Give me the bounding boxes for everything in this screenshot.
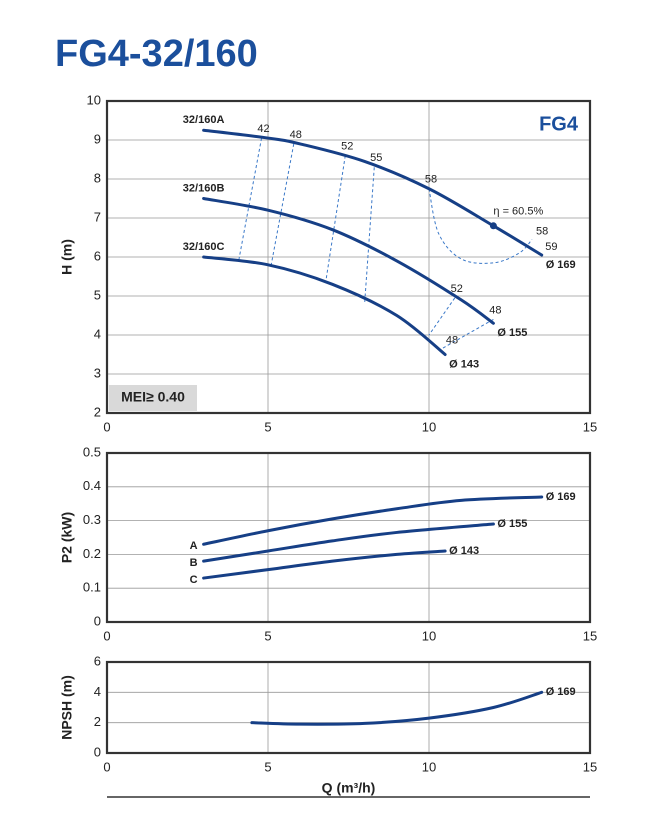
end-label: Ø 155 [497, 518, 527, 530]
y-axis-label: NPSH (m) [59, 675, 75, 740]
efficiency-label: 42 [257, 123, 269, 135]
efficiency-line [441, 318, 494, 350]
efficiency-line [270, 143, 295, 265]
x-tick-label: 0 [103, 419, 110, 434]
y-axis-label: P2 (kW) [59, 512, 75, 563]
efficiency-line [238, 137, 263, 260]
x-tick-label: 10 [422, 628, 436, 643]
curve [202, 197, 495, 325]
y-tick-label: 0 [94, 613, 101, 628]
efficiency-line [428, 297, 456, 336]
y-tick-label: 0.2 [83, 546, 101, 561]
x-tick-label: 10 [422, 419, 436, 434]
y-tick-label: 5 [94, 287, 101, 302]
note: MEI≥ 0.40 [121, 389, 185, 405]
efficiency-label: 52 [451, 283, 463, 295]
efficiency-line [428, 188, 533, 264]
x-tick-label: 5 [264, 419, 271, 434]
x-tick-label: 5 [264, 628, 271, 643]
efficiency-label: 55 [370, 152, 382, 164]
x-tick-label: 0 [103, 628, 110, 643]
curve [250, 690, 544, 726]
curve [202, 549, 447, 580]
annotation: 59 [545, 241, 557, 253]
x-tick-label: 15 [583, 628, 597, 643]
y-tick-label: 0.3 [83, 512, 101, 527]
efficiency-label: 48 [290, 129, 302, 141]
y-tick-label: 10 [87, 92, 101, 107]
plot-frame [105, 660, 592, 755]
best-point [489, 222, 497, 230]
series-name: C [190, 574, 198, 586]
x-tick-label: 15 [583, 419, 597, 434]
y-tick-label: 9 [94, 131, 101, 146]
end-label: Ø 169 [546, 686, 576, 698]
plot-frame [105, 451, 592, 624]
end-label: Ø 169 [546, 491, 576, 503]
note-box [109, 385, 197, 411]
page-title: FG4-32/160 [55, 33, 258, 75]
plot-frame [105, 99, 592, 415]
curve [202, 255, 447, 356]
y-tick-label: 8 [94, 170, 101, 185]
curve [202, 495, 544, 546]
y-tick-label: 3 [94, 365, 101, 380]
y-tick-label: 6 [94, 248, 101, 263]
end-label: Ø 169 [546, 259, 576, 271]
efficiency-label: 52 [341, 141, 353, 153]
y-tick-label: 7 [94, 209, 101, 224]
series-name: 32/160B [183, 182, 225, 194]
y-tick-label: 4 [94, 326, 101, 341]
efficiency-label: 48 [446, 335, 458, 347]
efficiency-label: 58 [425, 174, 437, 186]
end-label: Ø 155 [497, 327, 527, 339]
y-tick-label: 2 [94, 714, 101, 729]
x-tick-label: 0 [103, 759, 110, 774]
series-name: 32/160C [183, 241, 225, 253]
series-name: B [190, 557, 198, 569]
x-axis-label: Q (m³/h) [322, 780, 376, 796]
efficiency-line [364, 167, 375, 304]
efficiency-label: 58 [536, 225, 548, 237]
efficiency-line [325, 155, 346, 281]
y-tick-label: 0.1 [83, 580, 101, 595]
y-tick-label: 4 [94, 684, 101, 699]
curve [202, 522, 495, 563]
end-label: Ø 143 [449, 545, 479, 557]
series-name: 32/160A [183, 114, 225, 126]
efficiency-label: 48 [489, 304, 501, 316]
x-tick-label: 15 [583, 759, 597, 774]
y-tick-label: 0.5 [83, 444, 101, 459]
x-tick-label: 5 [264, 759, 271, 774]
y-tick-label: 6 [94, 653, 101, 668]
curve [202, 128, 544, 257]
best-point-label: η = 60.5% [493, 206, 543, 218]
series-name: A [190, 540, 198, 552]
end-label: Ø 143 [449, 358, 479, 370]
x-tick-label: 10 [422, 759, 436, 774]
y-axis-label: H (m) [59, 239, 75, 275]
badge: FG4 [539, 113, 579, 135]
y-tick-label: 2 [94, 404, 101, 419]
y-tick-label: 0.4 [83, 478, 101, 493]
y-tick-label: 0 [94, 744, 101, 759]
